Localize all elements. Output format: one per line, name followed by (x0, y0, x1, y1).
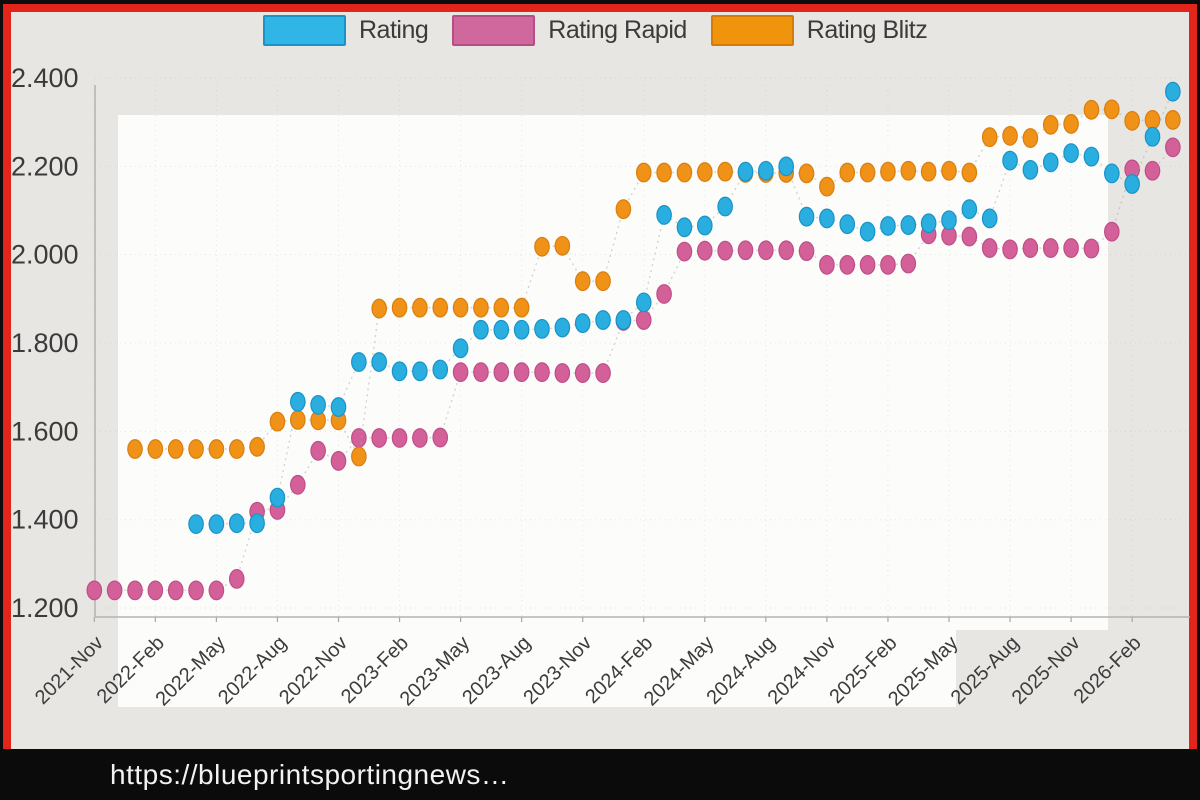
y-axis-labels: 1.200 1.400 1.600 1.800 2.000 2.200 2.400 (11, 63, 79, 623)
plot-panel-cut (956, 630, 1108, 707)
axes (93, 85, 1190, 622)
legend-label-rating-blitz: Rating Blitz (806, 16, 928, 44)
series-rating-rapid (86, 137, 1181, 601)
page-url[interactable]: https://blueprintsportingnews… (110, 758, 510, 790)
legend-item-rating-blitz[interactable]: Rating Blitz (710, 15, 928, 46)
svg-text:1.200: 1.200 (11, 593, 79, 623)
series-rating-blitz (127, 99, 1181, 467)
gridlines (93, 77, 1190, 617)
legend-item-rating[interactable]: Rating (263, 15, 429, 46)
svg-text:2.200: 2.200 (11, 151, 79, 181)
legend-label-rating: Rating (359, 16, 429, 44)
svg-text:2.000: 2.000 (11, 240, 79, 270)
chart-legend: Rating Rating Rapid Rating Blitz (263, 15, 951, 46)
svg-text:1.800: 1.800 (11, 328, 79, 358)
legend-item-rating-rapid[interactable]: Rating Rapid (452, 15, 687, 46)
svg-text:2026-Feb: 2026-Feb (1070, 632, 1146, 708)
url-bar: https://blueprintsportingnews… (0, 749, 1200, 800)
svg-text:1.400: 1.400 (11, 505, 79, 535)
legend-swatch-rating-rapid-icon (452, 15, 536, 46)
legend-swatch-rating-blitz-icon (710, 15, 794, 46)
series-rating (188, 81, 1181, 535)
legend-label-rating-rapid: Rating Rapid (548, 16, 687, 44)
x-axis-labels: 2021-Nov2022-Feb2022-May2022-Aug2022-Nov… (31, 632, 1146, 710)
plot-panel (118, 115, 1108, 707)
svg-text:2.400: 2.400 (11, 63, 79, 93)
legend-swatch-rating-icon (263, 15, 346, 46)
svg-text:1.600: 1.600 (11, 416, 79, 446)
